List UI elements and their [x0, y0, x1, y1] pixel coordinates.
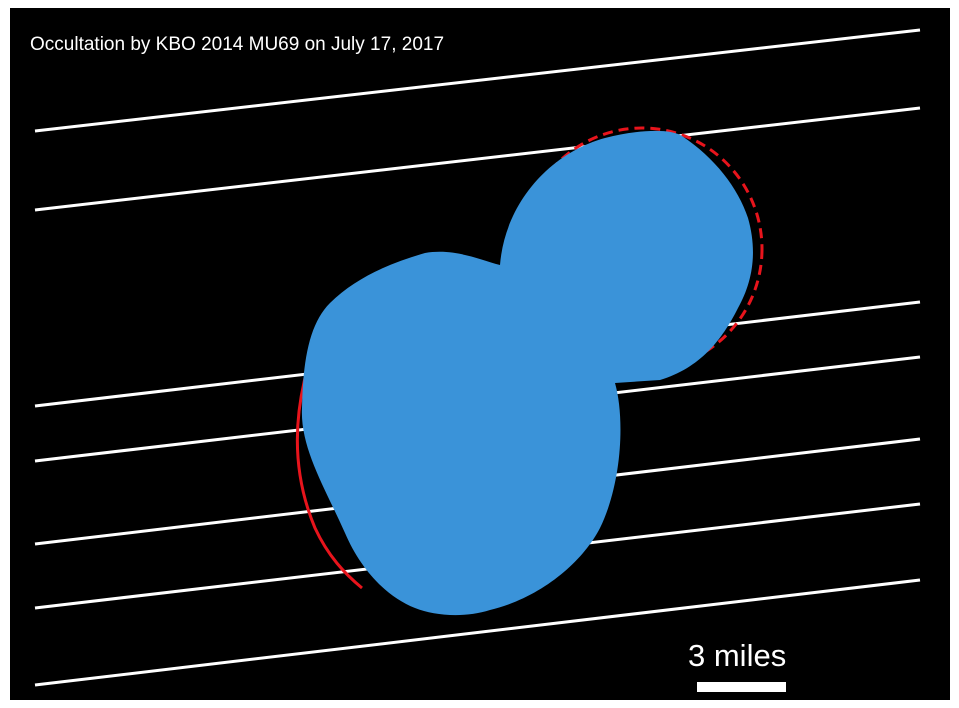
chord-line-1 — [34, 28, 921, 133]
scale-bar-label: 3 miles — [688, 638, 787, 673]
scale-bar — [697, 682, 786, 692]
occultation-diagram — [34, 28, 921, 687]
chart-title: Occultation by KBO 2014 MU69 on July 17,… — [30, 34, 445, 55]
occultation-figure: Occultation by KBO 2014 MU69 on July 17,… — [10, 8, 950, 700]
kbo-body-shape — [301, 130, 753, 616]
chord-line-2 — [34, 106, 921, 212]
lower-lobe-fit-outline — [295, 377, 363, 590]
upper-lobe-fit-outline — [520, 126, 764, 372]
chord-line-7 — [34, 578, 921, 687]
